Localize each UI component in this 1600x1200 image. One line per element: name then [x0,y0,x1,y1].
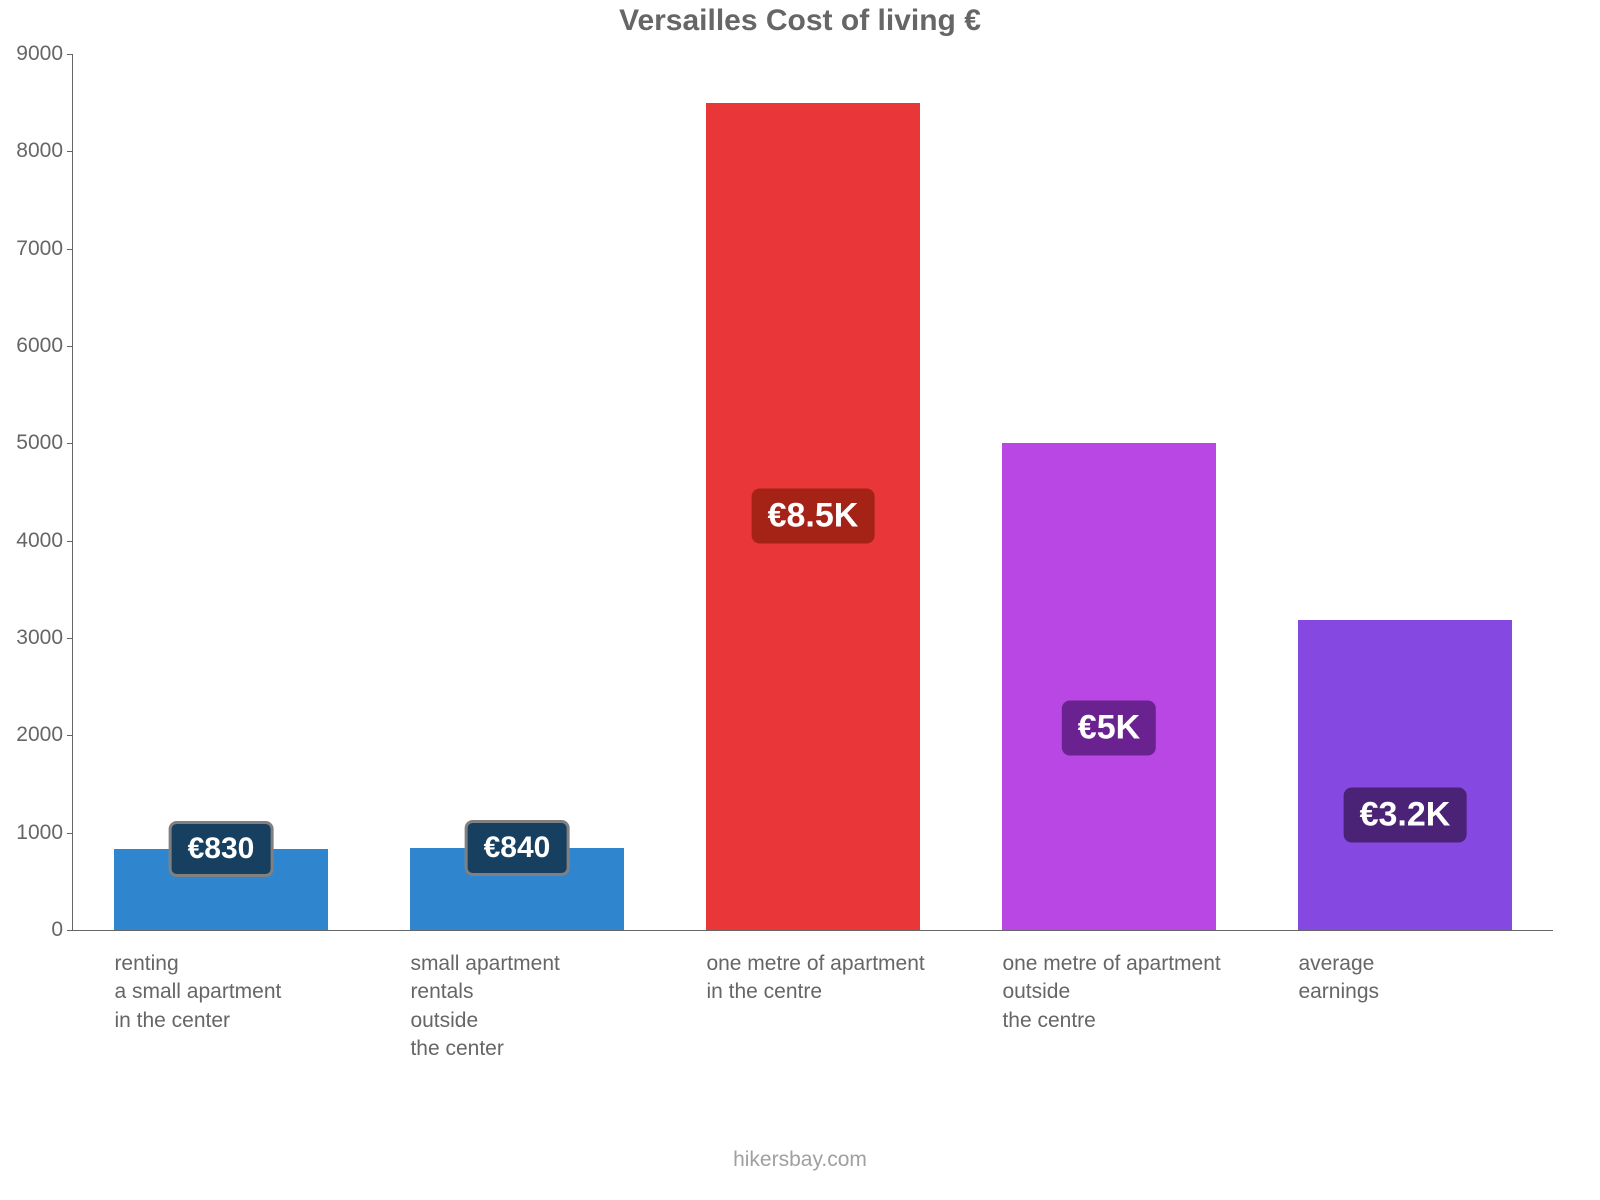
y-tick-mark [67,54,73,55]
bar: €8.5K [706,103,919,930]
y-tick-label: 7000 [16,237,73,261]
bar: €3.2K [1298,620,1511,930]
y-tick-mark [67,443,73,444]
y-tick-mark [67,541,73,542]
y-tick-label: 6000 [16,334,73,358]
y-tick-label: 2000 [16,723,73,747]
y-tick-label: 3000 [16,626,73,650]
x-tick-label: renting a small apartment in the center [114,930,281,1035]
y-tick-mark [67,249,73,250]
y-tick-mark [67,151,73,152]
x-tick-label: one metre of apartment outside the centr… [1002,930,1220,1035]
chart-footer: hikersbay.com [0,1148,1600,1172]
x-tick-label: small apartment rentals outside the cent… [410,930,559,1063]
bar-value-badge: €8.5K [752,489,875,544]
bar: €840 [410,848,623,930]
bar: €830 [114,849,327,930]
y-tick-mark [67,833,73,834]
y-tick-mark [67,930,73,931]
y-tick-label: 1000 [16,821,73,845]
chart-container: Versailles Cost of living € 010002000300… [0,0,1600,1200]
x-tick-label: average earnings [1298,930,1379,1007]
y-tick-label: 5000 [16,431,73,455]
plot-area: 0100020003000400050006000700080009000€83… [72,54,1553,931]
y-tick-mark [67,346,73,347]
y-tick-mark [67,735,73,736]
chart-title: Versailles Cost of living € [0,4,1600,38]
y-tick-mark [67,638,73,639]
x-tick-label: one metre of apartment in the centre [706,930,924,1007]
y-tick-label: 9000 [16,42,73,66]
bar-value-badge: €830 [169,821,274,877]
bar-value-badge: €3.2K [1344,788,1467,843]
y-tick-label: 8000 [16,139,73,163]
bar-value-badge: €840 [465,820,570,876]
y-tick-label: 4000 [16,529,73,553]
bar-value-badge: €5K [1062,701,1156,756]
bar: €5K [1002,443,1215,930]
